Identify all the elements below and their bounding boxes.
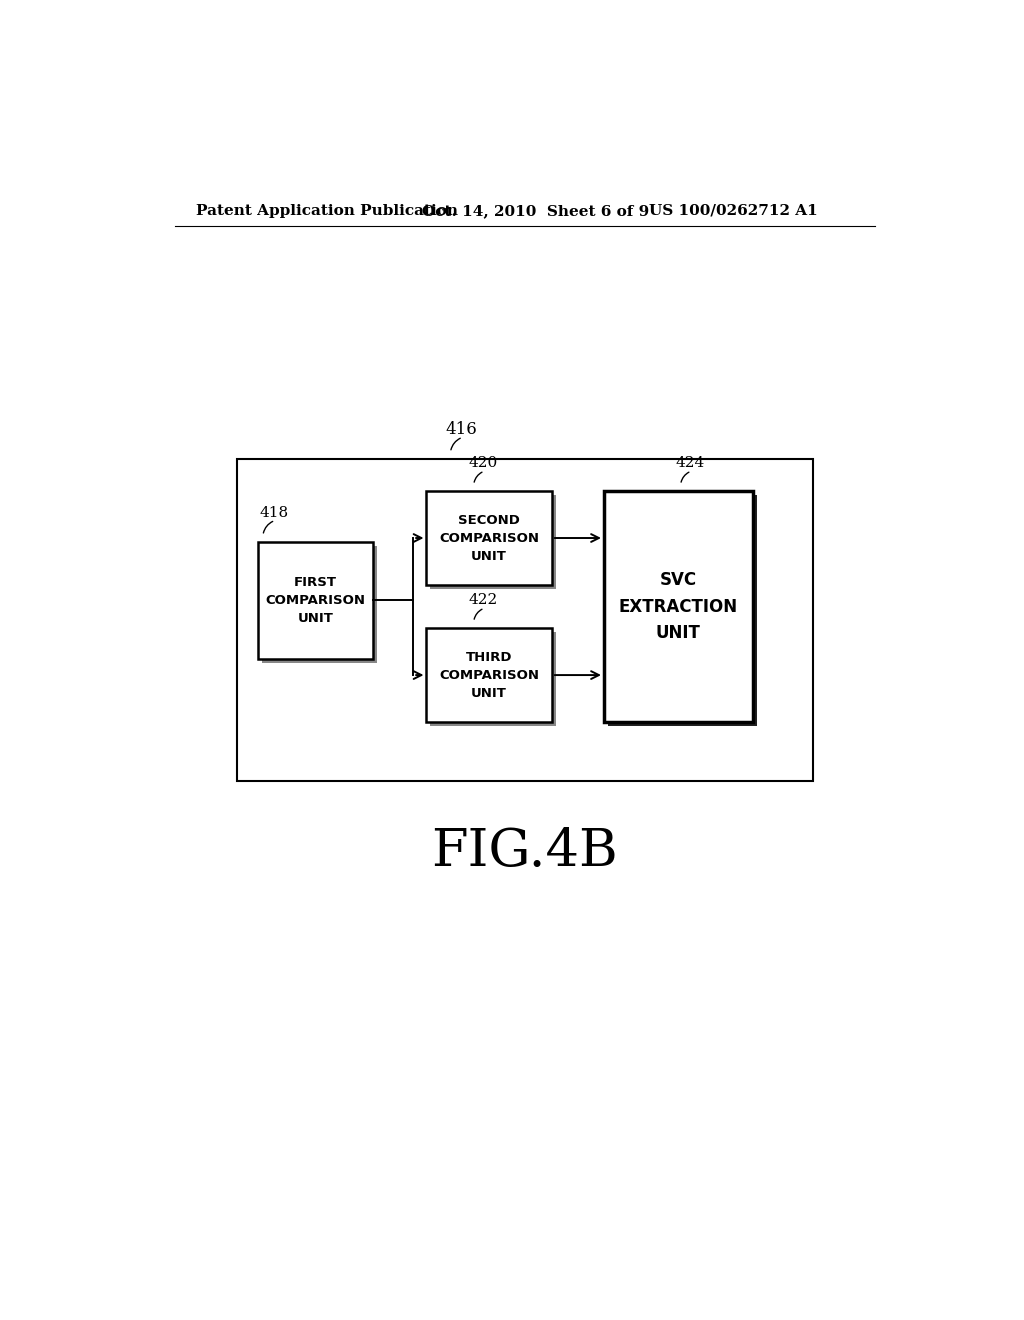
Bar — [430, 632, 556, 726]
Bar — [237, 459, 813, 780]
Bar — [426, 628, 552, 722]
Text: 424: 424 — [675, 457, 705, 470]
Text: 422: 422 — [468, 594, 498, 607]
Text: US 100/0262712 A1: US 100/0262712 A1 — [649, 203, 817, 218]
Text: 420: 420 — [468, 457, 498, 470]
Text: 416: 416 — [445, 421, 477, 438]
Text: THIRD
COMPARISON
UNIT: THIRD COMPARISON UNIT — [439, 651, 540, 700]
Text: FIRST
COMPARISON
UNIT: FIRST COMPARISON UNIT — [265, 576, 366, 624]
Text: SVC
EXTRACTION
UNIT: SVC EXTRACTION UNIT — [618, 572, 738, 642]
Text: SECOND
COMPARISON
UNIT: SECOND COMPARISON UNIT — [439, 513, 540, 562]
Bar — [604, 491, 753, 722]
Text: Patent Application Publication: Patent Application Publication — [197, 203, 458, 218]
Bar — [430, 495, 556, 589]
Bar — [607, 495, 757, 726]
Text: FIG.4B: FIG.4B — [431, 826, 618, 876]
Bar — [262, 545, 377, 663]
Text: Oct. 14, 2010  Sheet 6 of 9: Oct. 14, 2010 Sheet 6 of 9 — [423, 203, 650, 218]
Bar — [258, 543, 373, 659]
Bar — [426, 491, 552, 585]
Text: 418: 418 — [259, 506, 289, 520]
